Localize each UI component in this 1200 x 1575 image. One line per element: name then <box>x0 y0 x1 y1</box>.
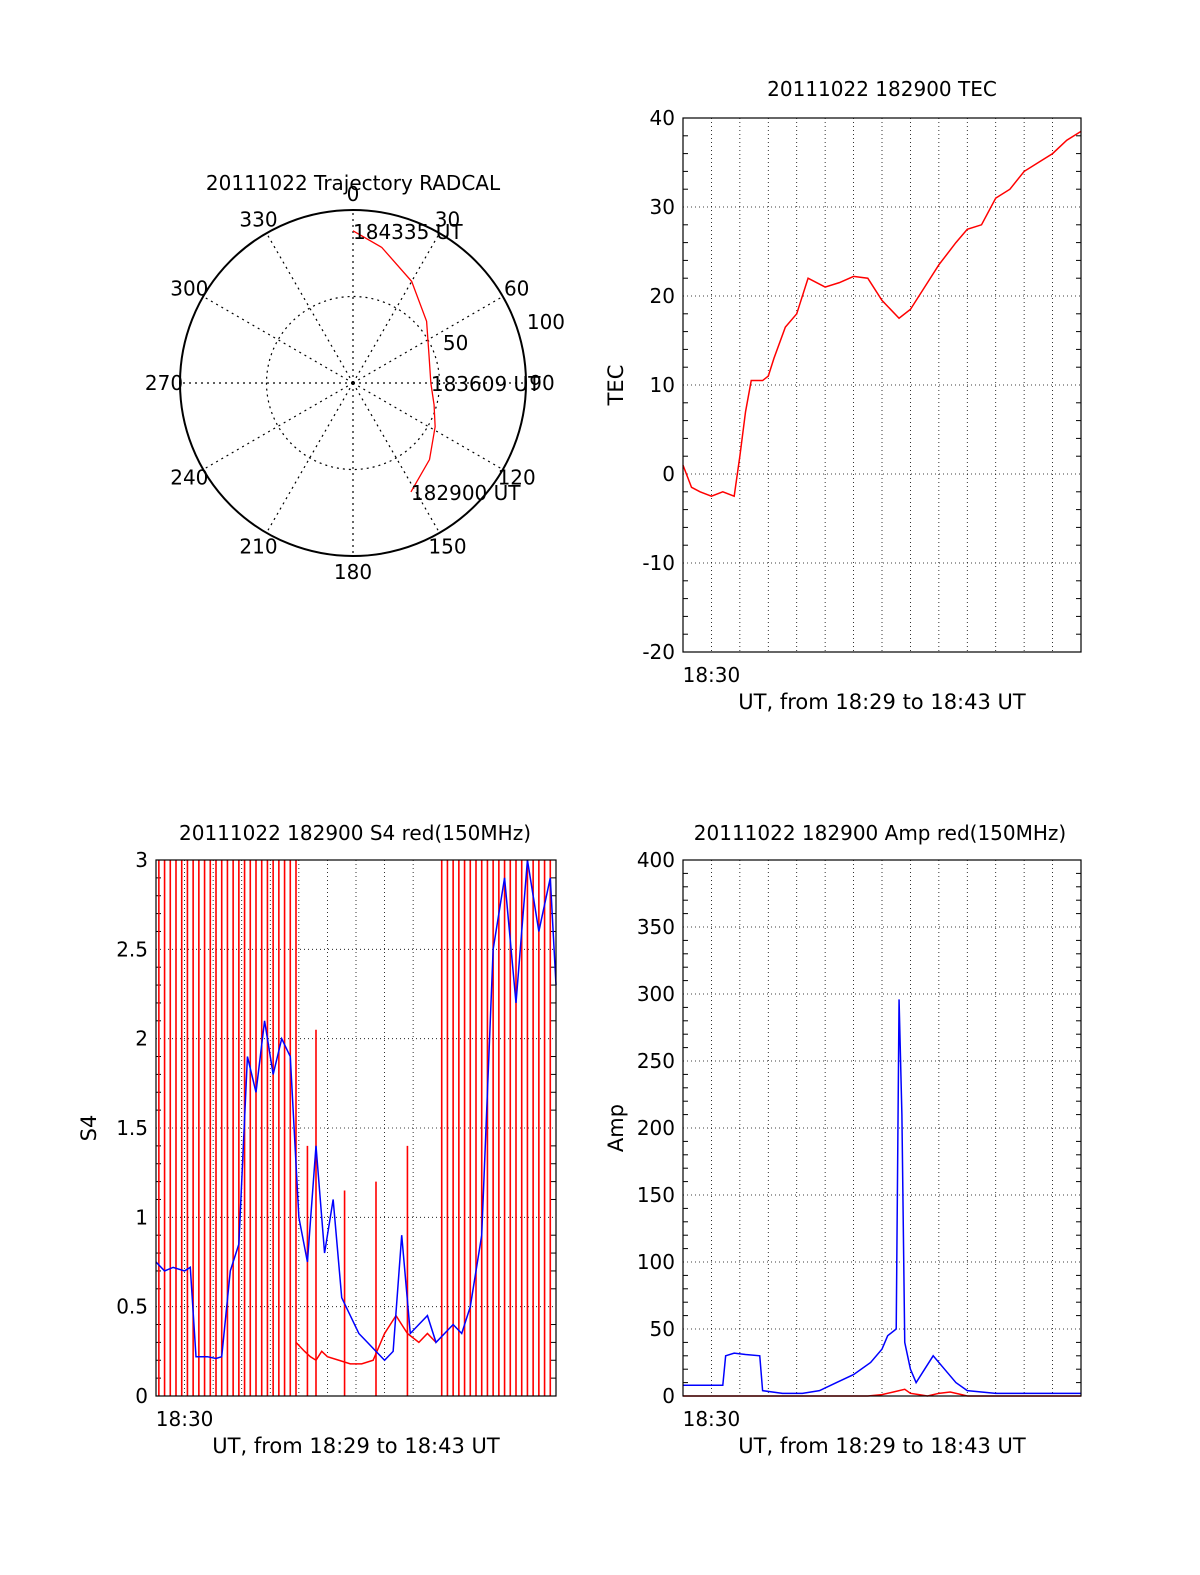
amp-y-tick-labels: 0 50 100 150 200 250 300 350 400 <box>637 848 675 1408</box>
polar-angle-label: 90 <box>529 371 554 395</box>
polar-radial-gridline <box>265 232 354 384</box>
y-tick-label: 150 <box>637 1183 675 1207</box>
polar-angle-label: 330 <box>239 207 277 231</box>
y-tick-label: 30 <box>650 195 675 219</box>
polar-trajectory-panel: 20111022 Trajectory RADCAL 0 30 60 90 120 150… <box>145 171 565 584</box>
series-line <box>683 999 1081 1395</box>
tec-x-tick-label: 18:30 <box>683 663 741 687</box>
y-tick-label: 350 <box>637 915 675 939</box>
y-tick-label: -10 <box>642 551 675 575</box>
series-line <box>295 1314 437 1365</box>
y-tick-label: 2.5 <box>116 937 148 961</box>
y-tick-label: 40 <box>650 106 675 130</box>
y-tick-label: 50 <box>650 1317 675 1341</box>
polar-radial-gridline <box>352 295 504 384</box>
amp-x-axis-label: UT, from 18:29 to 18:43 UT <box>738 1434 1026 1458</box>
y-tick-label: 3 <box>135 848 148 872</box>
amp-title: 20111022 182900 Amp red(150MHz) <box>694 821 1066 845</box>
polar-radial-gridline <box>352 382 441 534</box>
s4-title: 20111022 182900 S4 red(150MHz) <box>179 821 531 845</box>
polar-angle-label: 210 <box>239 535 277 559</box>
y-tick-label: 10 <box>650 373 675 397</box>
polar-annotations: 184335 UT 183609 UT 182900 UT <box>353 220 541 505</box>
polar-time-annotation: 182900 UT <box>411 481 521 505</box>
polar-angle-label: 150 <box>428 535 466 559</box>
tec-series <box>682 130 1082 498</box>
polar-inner-ring <box>265 295 441 471</box>
polar-angle-label: 60 <box>504 277 529 301</box>
y-tick-label: 400 <box>637 848 675 872</box>
y-tick-label: 0 <box>135 1384 148 1408</box>
s4-chart-panel: 20111022 182900 S4 red(150MHz) 0 0.5 1 1.5 2… <box>77 821 557 1458</box>
polar-time-annotation: 184335 UT <box>353 220 463 244</box>
polar-grid <box>179 209 527 557</box>
y-tick-label: 1.5 <box>116 1116 148 1140</box>
s4-x-axis-label: UT, from 18:29 to 18:43 UT <box>212 1434 500 1458</box>
tec-y-tick-labels: -20 -10 0 10 20 30 40 <box>642 106 675 664</box>
polar-angle-label: 270 <box>145 371 183 395</box>
y-tick-label: 0 <box>662 1384 675 1408</box>
series-line <box>682 130 1082 498</box>
polar-radial-gridline <box>202 382 354 471</box>
polar-radial-gridline <box>202 295 354 384</box>
s4-series <box>155 859 557 1396</box>
polar-trajectory-series <box>352 230 436 493</box>
polar-angle-label: 300 <box>170 277 208 301</box>
polar-radial-gridline <box>352 232 441 384</box>
tec-title: 20111022 182900 TEC <box>767 77 997 101</box>
amp-x-tick-label: 18:30 <box>683 1407 741 1431</box>
polar-angle-label: 0 <box>347 182 360 206</box>
y-tick-label: -20 <box>642 640 675 664</box>
polar-title: 20111022 Trajectory RADCAL <box>206 171 501 195</box>
polar-radius-label: 50 <box>443 331 468 355</box>
s4-y-tick-labels: 0 0.5 1 1.5 2 2.5 3 <box>116 848 148 1408</box>
y-tick-label: 20 <box>650 284 675 308</box>
s4-x-tick-label: 18:30 <box>156 1407 214 1431</box>
tec-y-axis-label: TEC <box>604 365 628 407</box>
s4-y-axis-label: S4 <box>77 1115 101 1142</box>
y-tick-label: 100 <box>637 1250 675 1274</box>
polar-outer-ring <box>179 209 527 557</box>
s4-gridlines <box>156 860 556 1396</box>
amp-y-axis-label: Amp <box>604 1104 628 1152</box>
polar-trajectory-line <box>352 230 436 493</box>
tec-chart-panel: 20111022 182900 TEC -20 -10 0 10 20 30 40 18:3… <box>604 77 1082 714</box>
polar-radial-gridline <box>352 382 504 471</box>
y-tick-label: 200 <box>637 1116 675 1140</box>
polar-radius-label: 100 <box>527 310 565 334</box>
polar-radius-labels: 50 100 <box>443 310 565 355</box>
y-tick-label: 0 <box>662 462 675 486</box>
polar-angle-label: 120 <box>498 466 536 490</box>
amp-gridlines <box>683 860 1081 1396</box>
polar-time-annotation: 183609 UT <box>431 372 541 396</box>
y-tick-label: 250 <box>637 1049 675 1073</box>
y-tick-label: 2 <box>135 1027 148 1051</box>
y-tick-label: 0.5 <box>116 1295 148 1319</box>
polar-angle-label: 240 <box>170 466 208 490</box>
polar-angle-label: 180 <box>334 560 372 584</box>
y-tick-label: 300 <box>637 982 675 1006</box>
polar-angle-labels: 0 30 60 90 120 150 180 210 240 270 300 330 <box>145 182 555 584</box>
tec-plot-frame <box>682 117 1082 653</box>
tec-x-axis-label: UT, from 18:29 to 18:43 UT <box>738 690 1026 714</box>
amp-plot-frame <box>682 859 1082 1397</box>
polar-radial-gridline <box>265 382 354 534</box>
y-tick-label: 1 <box>135 1205 148 1229</box>
polar-angle-label: 30 <box>435 207 460 231</box>
tec-gridlines <box>683 118 1081 652</box>
amp-chart-panel: 20111022 182900 Amp red(150MHz) 0 50 100 15… <box>604 821 1082 1458</box>
s4-plot-frame <box>155 859 557 1397</box>
series-line <box>155 859 557 1362</box>
